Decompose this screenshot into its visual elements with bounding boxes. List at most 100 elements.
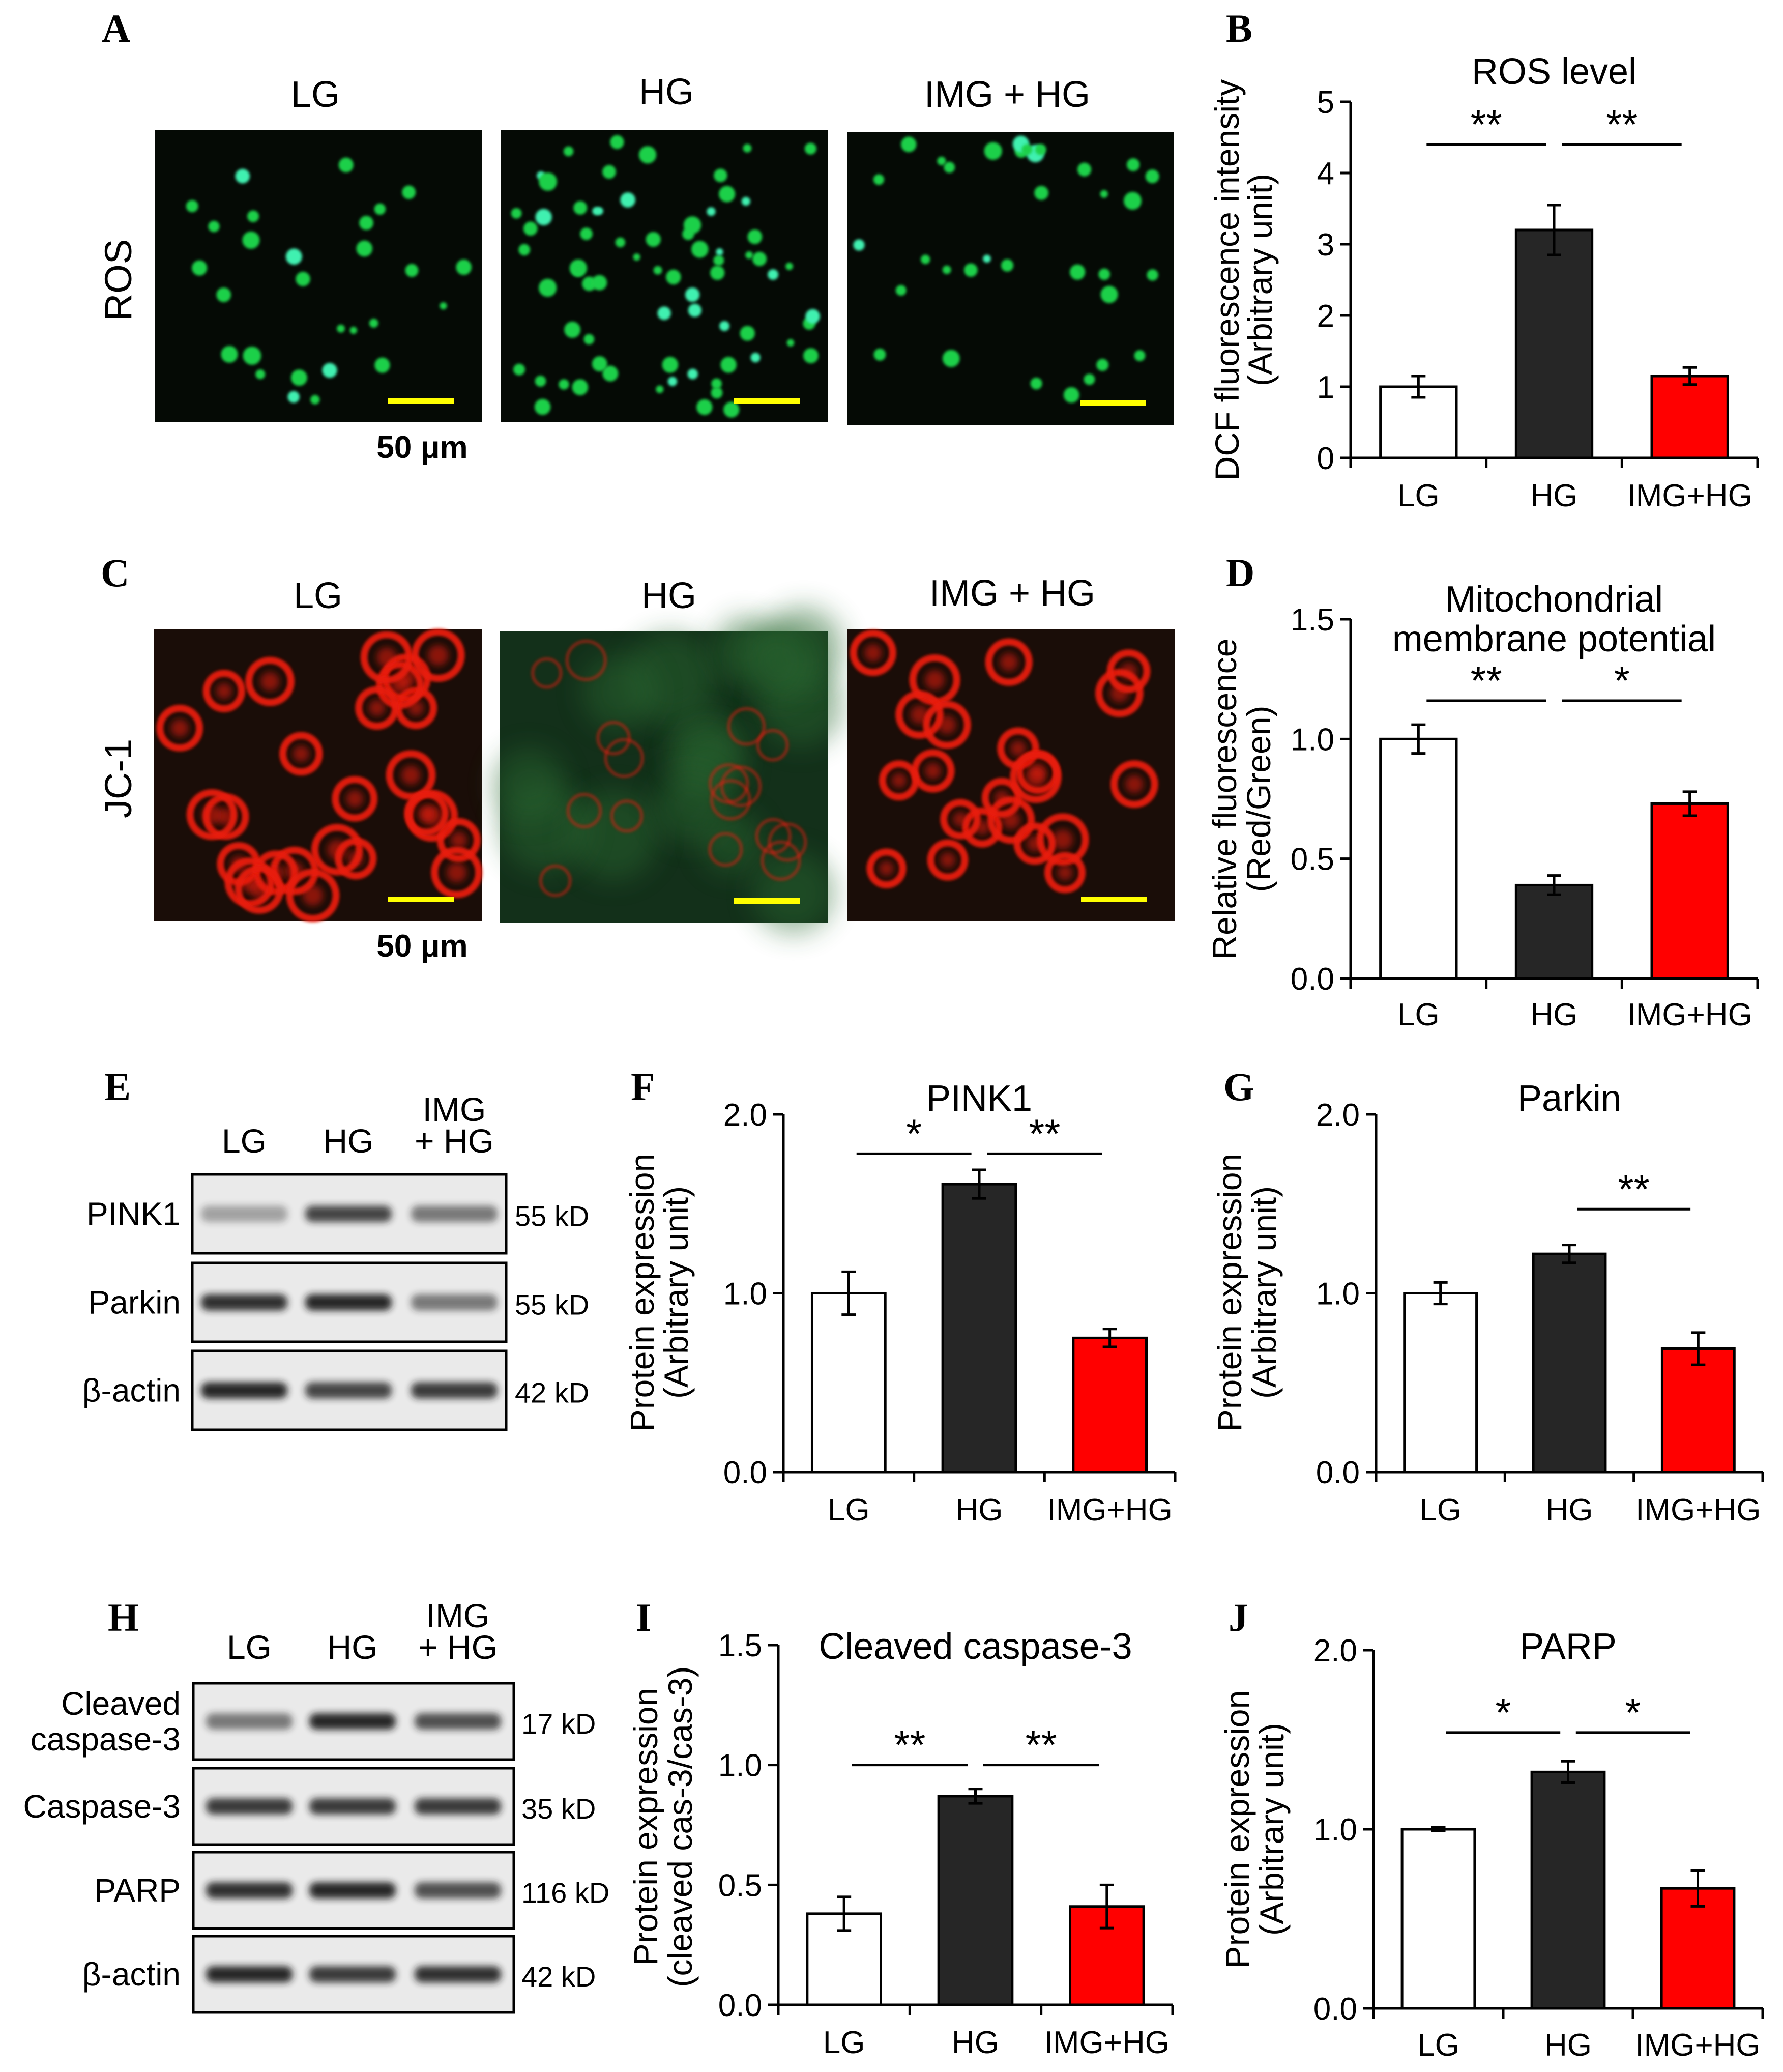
protein-band xyxy=(415,1966,501,1982)
y-axis-label: (Red/Green) xyxy=(1240,706,1277,893)
panel-letter: F xyxy=(631,1064,655,1109)
protein-band xyxy=(305,1382,392,1399)
y-tick-label: 1 xyxy=(1317,370,1334,405)
bar xyxy=(1514,883,1594,980)
y-tick-label: 2 xyxy=(1317,299,1334,334)
significance-label: ** xyxy=(1029,1111,1060,1156)
x-tick-label: IMG+HG xyxy=(1627,478,1752,513)
col-label-lg-c: LG xyxy=(294,575,342,616)
y-tick-label: 0.5 xyxy=(1291,842,1334,877)
significance-label: ** xyxy=(1618,1166,1650,1212)
x-tick-label: HG xyxy=(1531,997,1578,1032)
chart-g-parkin: G Parkin Protein expression(Arbitrary unit… xyxy=(1211,1064,1764,1528)
protein-band xyxy=(309,1713,396,1730)
protein-band xyxy=(206,1882,293,1898)
chart-title: PARP xyxy=(1519,1626,1617,1667)
jc1-micrographs xyxy=(154,607,1175,934)
jc1-image-hg xyxy=(493,607,844,934)
y-axis-label: (Arbitrary unit) xyxy=(1253,1723,1291,1936)
row-label-ros: ROS xyxy=(97,239,139,321)
kd-label: 17 kD xyxy=(521,1708,596,1740)
protein-band xyxy=(206,1966,293,1982)
protein-band xyxy=(415,1798,501,1815)
blot-label: β-actin xyxy=(82,1372,181,1409)
x-tick-label: IMG+HG xyxy=(1635,1492,1761,1528)
lane-label: IMG xyxy=(423,1090,486,1128)
y-tick-label: 5 xyxy=(1317,85,1334,120)
bar xyxy=(810,1292,887,1474)
y-axis-label: (Arbitrary unit) xyxy=(657,1186,695,1399)
panel-letter: J xyxy=(1229,1595,1248,1639)
row-label-jc1: JC-1 xyxy=(97,739,139,818)
jc1-image-img-hg xyxy=(847,629,1175,921)
y-axis-label: (Arbitrary unit) xyxy=(1241,174,1279,386)
protein-band xyxy=(201,1382,287,1399)
protein-band xyxy=(309,1966,396,1982)
y-tick-label: 2.0 xyxy=(1313,1633,1357,1668)
scale-bar xyxy=(388,897,454,902)
lane-label: IMG xyxy=(426,1597,490,1634)
significance-label: ** xyxy=(1606,102,1638,147)
chart-j-parp: J PARP Protein expression(Arbitrary unit) 0… xyxy=(1218,1595,1764,2063)
col-label-img-c: IMG + HG xyxy=(929,573,1095,614)
bar xyxy=(937,1795,1014,2006)
y-axis-label: (Arbitrary unit) xyxy=(1245,1186,1283,1399)
protein-band xyxy=(206,1798,293,1815)
x-tick-label: HG xyxy=(1546,1492,1593,1528)
blot-label: Caspase-3 xyxy=(23,1788,181,1825)
y-axis-label: Protein expression xyxy=(623,1154,661,1432)
x-tick-label: IMG+HG xyxy=(1047,1492,1173,1528)
protein-band xyxy=(411,1294,498,1311)
kd-label: 35 kD xyxy=(521,1793,596,1825)
scale-label-c: 50 μm xyxy=(376,929,467,964)
y-tick-label: 1.0 xyxy=(1316,1277,1360,1312)
significance-label: ** xyxy=(1471,658,1502,703)
y-tick-label: 0.0 xyxy=(718,1988,762,2023)
panel-letter: I xyxy=(636,1595,651,1639)
bar xyxy=(1379,737,1458,980)
x-tick-label: HG xyxy=(1544,2028,1592,2063)
y-tick-label: 0.0 xyxy=(1313,1992,1357,2027)
protein-band xyxy=(411,1205,498,1222)
scale-bar xyxy=(388,398,454,404)
panel-letter-c: C xyxy=(101,551,129,595)
bar xyxy=(1400,1828,1476,2010)
bar xyxy=(1650,802,1729,980)
x-tick-label: IMG+HG xyxy=(1627,997,1752,1032)
y-tick-label: 1.0 xyxy=(1313,1812,1357,1848)
col-label-hg-c: HG xyxy=(641,575,696,616)
chart-f-pink1: F PINK1 Protein expression(Arbitrary unit)… xyxy=(623,1064,1177,1528)
y-axis-label: (cleaved cas-3/cas-3) xyxy=(661,1666,699,1988)
protein-band xyxy=(415,1882,501,1898)
y-tick-label: 1.5 xyxy=(1291,602,1334,638)
significance-label: ** xyxy=(894,1722,925,1768)
blot-label: β-actin xyxy=(82,1956,181,1993)
x-tick-label: HG xyxy=(956,1492,1003,1528)
significance-label: * xyxy=(1495,1690,1511,1735)
lane-label: + HG xyxy=(418,1628,498,1666)
y-tick-label: 2.0 xyxy=(723,1098,767,1133)
y-tick-label: 0 xyxy=(1317,441,1334,476)
panel-letter: B xyxy=(1226,6,1252,50)
significance-label: ** xyxy=(1026,1722,1057,1768)
protein-band xyxy=(305,1294,392,1311)
blot-label: Cleaved xyxy=(61,1685,181,1722)
kd-label: 55 kD xyxy=(515,1200,589,1232)
x-tick-label: LG xyxy=(1397,997,1440,1032)
y-tick-label: 0.0 xyxy=(1316,1455,1360,1490)
y-tick-label: 1.5 xyxy=(718,1628,762,1663)
x-tick-label: IMG+HG xyxy=(1044,2025,1170,2060)
x-tick-label: HG xyxy=(952,2025,999,2060)
lane-label: + HG xyxy=(415,1122,494,1160)
y-tick-label: 0.5 xyxy=(718,1868,762,1903)
chart-title: Parkin xyxy=(1517,1078,1621,1119)
lane-label: LG xyxy=(222,1122,267,1160)
significance-label: * xyxy=(906,1111,922,1156)
x-tick-label: LG xyxy=(1419,1492,1462,1528)
panel-letter-a: A xyxy=(102,6,130,50)
panel-letter-h: H xyxy=(108,1595,139,1639)
kd-label: 55 kD xyxy=(515,1289,589,1321)
